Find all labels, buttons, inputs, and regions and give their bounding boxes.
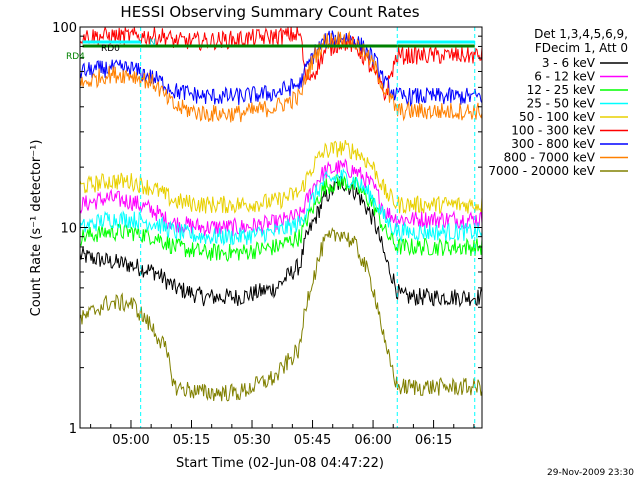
legend-label-6: 300 - 800 keV xyxy=(511,137,595,151)
series-line-50-100-kev xyxy=(80,139,482,215)
legend-label-2: 12 - 25 keV xyxy=(527,83,596,97)
x-tick-label-3: 05:45 xyxy=(294,433,331,448)
series-line-25-50-kev xyxy=(80,167,482,246)
y-tick-label-2: 100 xyxy=(52,21,77,36)
flag-label-rd0: RD0 xyxy=(101,44,120,54)
legend-label-1: 6 - 12 keV xyxy=(534,70,596,84)
x-tick-label-1: 05:15 xyxy=(173,433,210,448)
series-line-7000-20000-kev xyxy=(80,226,482,402)
flag-label-rd4: RD4 xyxy=(66,52,85,62)
legend-header-line-2: FDecim 1, Att 0 xyxy=(535,41,628,55)
series-line-3-6-kev xyxy=(80,176,482,308)
x-tick-label-5: 06:15 xyxy=(415,433,452,448)
legend-label-7: 800 - 7000 keV xyxy=(504,151,596,165)
legend-label-3: 25 - 50 keV xyxy=(527,97,596,111)
chart-title: HESSI Observing Summary Count Rates xyxy=(120,3,419,21)
x-tick-label-2: 05:30 xyxy=(233,433,270,448)
legend-label-4: 50 - 100 keV xyxy=(519,110,596,124)
legend-label-5: 100 - 300 keV xyxy=(511,124,595,138)
y-tick-label-1: 10 xyxy=(60,222,77,237)
series-line-6-12-kev xyxy=(80,158,482,237)
series-line-800-7000-kev xyxy=(80,30,482,123)
legend-label-0: 3 - 6 keV xyxy=(542,56,596,70)
x-tick-label-4: 06:00 xyxy=(354,433,391,448)
y-axis-label: Count Rate (s⁻¹ detector⁻¹) xyxy=(29,140,44,317)
flag-label-n: N xyxy=(149,38,156,48)
legend-label-8: 7000 - 20000 keV xyxy=(488,164,595,178)
x-tick-label-0: 05:00 xyxy=(112,433,149,448)
y-tick-label-0: 1 xyxy=(69,422,77,437)
legend-header-line-1: Det 1,3,4,5,6,9, xyxy=(534,27,628,41)
x-axis-label: Start Time (02-Jun-08 04:47:22) xyxy=(176,456,384,471)
timestamp: 29-Nov-2009 23:30 xyxy=(547,468,634,478)
series-line-300-800-kev xyxy=(80,30,482,107)
plot-frame xyxy=(79,26,483,429)
